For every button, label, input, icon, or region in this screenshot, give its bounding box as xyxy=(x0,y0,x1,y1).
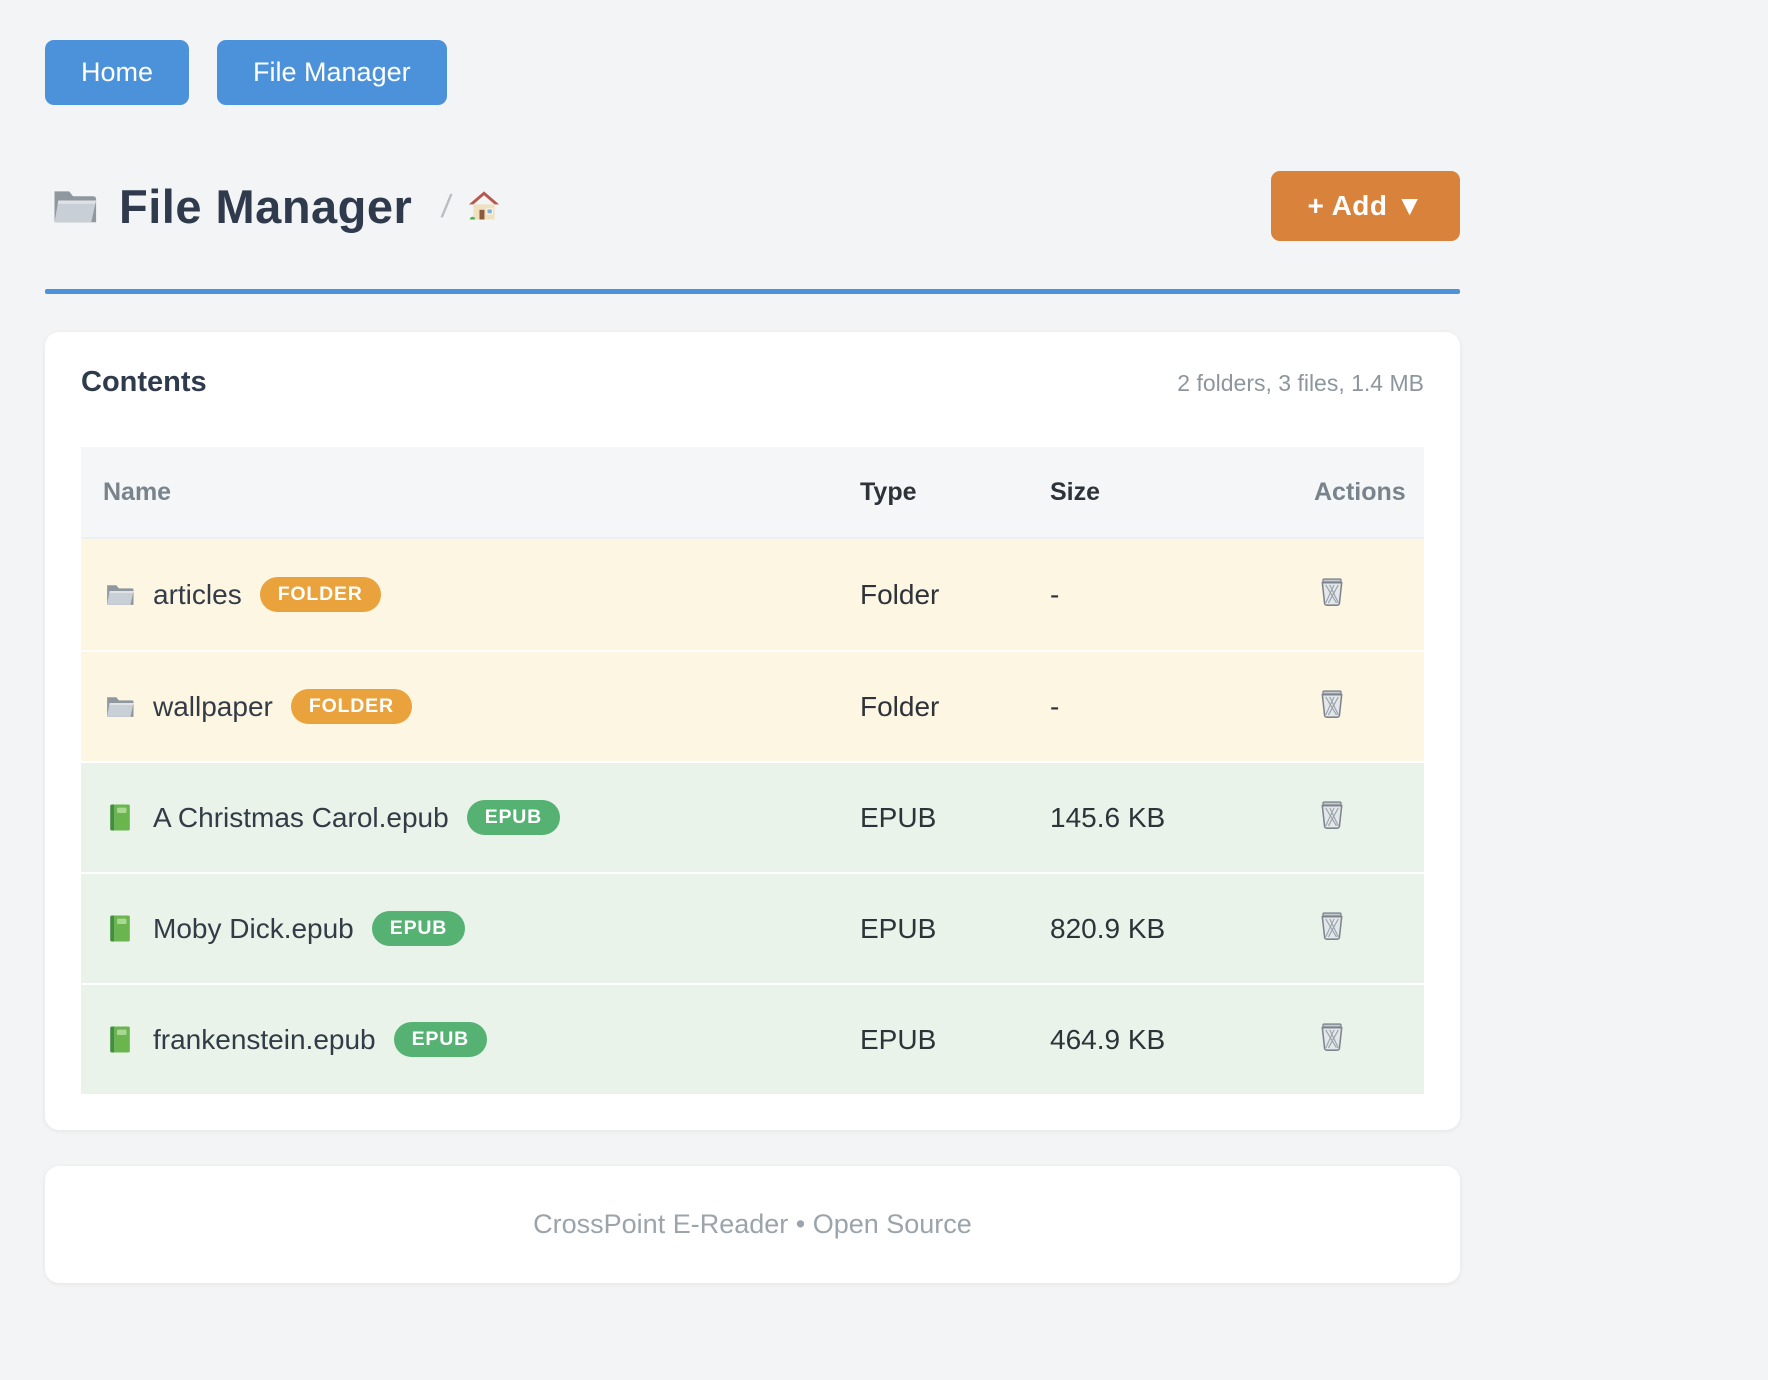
breadcrumb-separator: / xyxy=(439,187,454,224)
folder-icon xyxy=(45,180,103,232)
footer-text: CrossPoint E-Reader • Open Source xyxy=(533,1209,972,1239)
book-icon xyxy=(103,801,136,834)
page-header: File Manager / + Add ▼ xyxy=(45,171,1460,241)
column-header-type: Type xyxy=(860,477,917,506)
trash-icon xyxy=(1314,795,1350,833)
table-row: wallpaper FOLDER Folder - xyxy=(81,650,1424,761)
type-badge: EPUB xyxy=(466,799,561,836)
file-table: Name Type Size Actions articles FOLDER Fol… xyxy=(81,447,1424,1094)
home-icon[interactable] xyxy=(465,188,503,224)
type-badge: EPUB xyxy=(371,910,466,947)
delete-button[interactable] xyxy=(1314,906,1350,944)
file-name[interactable]: articles xyxy=(153,578,242,610)
file-size: - xyxy=(1050,690,1060,722)
file-type: EPUB xyxy=(860,801,937,833)
trash-icon xyxy=(1314,1017,1350,1055)
file-name[interactable]: A Christmas Carol.epub xyxy=(153,801,449,833)
table-header: Name Type Size Actions xyxy=(81,447,1424,539)
column-header-actions: Actions xyxy=(1314,477,1406,506)
file-size: 145.6 KB xyxy=(1050,801,1166,833)
page-title: File Manager xyxy=(119,179,413,233)
delete-button[interactable] xyxy=(1314,684,1350,722)
file-name[interactable]: Moby Dick.epub xyxy=(153,912,354,944)
breadcrumb: / xyxy=(439,187,503,225)
table-row: articles FOLDER Folder - xyxy=(81,539,1424,650)
book-icon xyxy=(103,1023,136,1056)
file-table-body: articles FOLDER Folder - wallpaper FOLDER Fold… xyxy=(81,539,1424,1094)
file-size: 820.9 KB xyxy=(1050,912,1166,944)
file-name[interactable]: frankenstein.epub xyxy=(153,1023,376,1055)
table-row: frankenstein.epub EPUB EPUB 464.9 KB xyxy=(81,983,1424,1094)
add-button[interactable]: + Add ▼ xyxy=(1271,171,1460,241)
file-type: Folder xyxy=(860,690,940,722)
folder-icon xyxy=(103,690,136,723)
contents-title: Contents xyxy=(81,366,207,398)
contents-card: Contents 2 folders, 3 files, 1.4 MB Name… xyxy=(45,332,1460,1130)
type-badge: EPUB xyxy=(393,1021,487,1058)
file-type: EPUB xyxy=(860,1023,937,1055)
file-type: Folder xyxy=(860,578,940,610)
header-divider xyxy=(45,289,1460,294)
delete-button[interactable] xyxy=(1314,795,1350,833)
column-header-size: Size xyxy=(1050,477,1101,506)
table-row: A Christmas Carol.epub EPUB EPUB 145.6 KB xyxy=(81,761,1424,872)
file-type: EPUB xyxy=(860,912,937,944)
book-icon xyxy=(103,912,136,945)
trash-icon xyxy=(1314,572,1350,610)
file-size: 464.9 KB xyxy=(1050,1023,1166,1055)
nav-home-button[interactable]: Home xyxy=(45,40,190,105)
trash-icon xyxy=(1314,906,1350,944)
delete-button[interactable] xyxy=(1314,572,1350,610)
type-badge: FOLDER xyxy=(259,576,381,613)
top-nav: Home File Manager xyxy=(45,40,1460,105)
nav-file-manager-button[interactable]: File Manager xyxy=(217,40,447,105)
type-badge: FOLDER xyxy=(290,688,412,725)
file-name[interactable]: wallpaper xyxy=(153,690,273,722)
file-size: - xyxy=(1050,578,1060,610)
folder-icon xyxy=(103,578,136,611)
contents-summary: 2 folders, 3 files, 1.4 MB xyxy=(1177,370,1424,396)
column-header-name: Name xyxy=(103,477,172,506)
table-row: Moby Dick.epub EPUB EPUB 820.9 KB xyxy=(81,872,1424,983)
footer: CrossPoint E-Reader • Open Source xyxy=(45,1166,1460,1283)
page: Home File Manager File Manager / + Add ▼… xyxy=(45,40,1460,1283)
delete-button[interactable] xyxy=(1314,1017,1350,1055)
trash-icon xyxy=(1314,684,1350,722)
